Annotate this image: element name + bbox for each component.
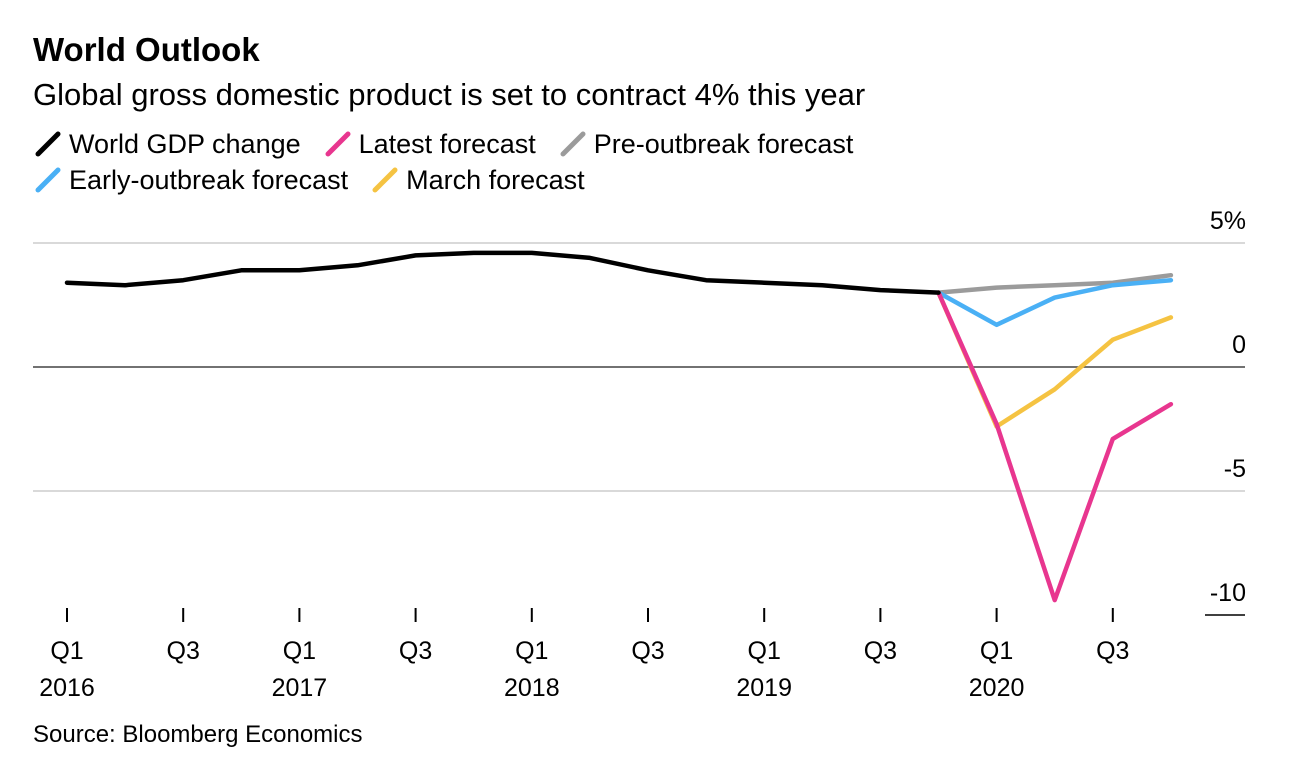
x-tick-year-4: 2018 (504, 674, 560, 702)
y-tick-label-2: -5 (1224, 455, 1246, 483)
legend-swatch-march-forecast (372, 167, 398, 193)
x-tick-label-1: Q3 (167, 637, 200, 665)
series-line-pre-outbreak-forecast (936, 272, 1174, 295)
y-tick-label-3: -10 (1210, 579, 1246, 607)
legend-label-latest-forecast: Latest forecast (358, 129, 536, 159)
legend-swatch-world-gdp (35, 131, 61, 157)
legend-swatch-early-outbreak-forecast (35, 167, 61, 193)
legend-row-2: Early-outbreak forecast March forecast (33, 162, 1033, 198)
x-tick-year-6: 2019 (736, 674, 792, 702)
legend-row-1: World GDP change Latest forecast Pre-out… (33, 126, 1033, 162)
x-tick-year-0: 2016 (39, 674, 95, 702)
chart-subtitle: Global gross domestic product is set to … (33, 77, 866, 112)
x-tick-label-5: Q3 (631, 637, 664, 665)
chart-legend: World GDP change Latest forecast Pre-out… (33, 126, 1033, 198)
series-line-latest-forecast (936, 290, 1174, 603)
y-tick-label-0: 5% (1210, 207, 1246, 235)
legend-swatch-latest-forecast (325, 131, 351, 157)
legend-label-world-gdp: World GDP change (69, 129, 301, 159)
x-tick-label-4: Q1 (515, 637, 548, 665)
legend-item-world-gdp: World GDP change (33, 126, 301, 162)
x-tick-label-0: Q1 (50, 637, 83, 665)
x-tick-label-7: Q3 (864, 637, 897, 665)
legend-item-latest-forecast: Latest forecast (323, 126, 536, 162)
chart-title: World Outlook (33, 31, 260, 68)
x-tick-label-9: Q3 (1096, 637, 1129, 665)
series-line-early-outbreak-forecast (936, 277, 1174, 328)
legend-item-pre-outbreak-forecast: Pre-outbreak forecast (558, 126, 854, 162)
series-line-world-gdp-change (64, 250, 941, 295)
x-tick-year-2: 2017 (272, 674, 328, 702)
legend-item-early-outbreak-forecast: Early-outbreak forecast (33, 162, 348, 198)
x-tick-label-6: Q1 (748, 637, 781, 665)
legend-label-march-forecast: March forecast (406, 165, 585, 195)
legend-item-march-forecast: March forecast (370, 162, 585, 198)
x-tick-label-3: Q3 (399, 637, 432, 665)
x-tick-year-8: 2020 (969, 674, 1025, 702)
legend-swatch-pre-outbreak-forecast (560, 131, 586, 157)
x-tick-label-8: Q1 (980, 637, 1013, 665)
source-note: Source: Bloomberg Economics (33, 721, 363, 748)
legend-label-pre-outbreak-forecast: Pre-outbreak forecast (593, 129, 854, 159)
x-tick-label-2: Q1 (283, 637, 316, 665)
y-tick-label-1: 0 (1232, 331, 1246, 359)
legend-label-early-outbreak-forecast: Early-outbreak forecast (69, 165, 349, 195)
